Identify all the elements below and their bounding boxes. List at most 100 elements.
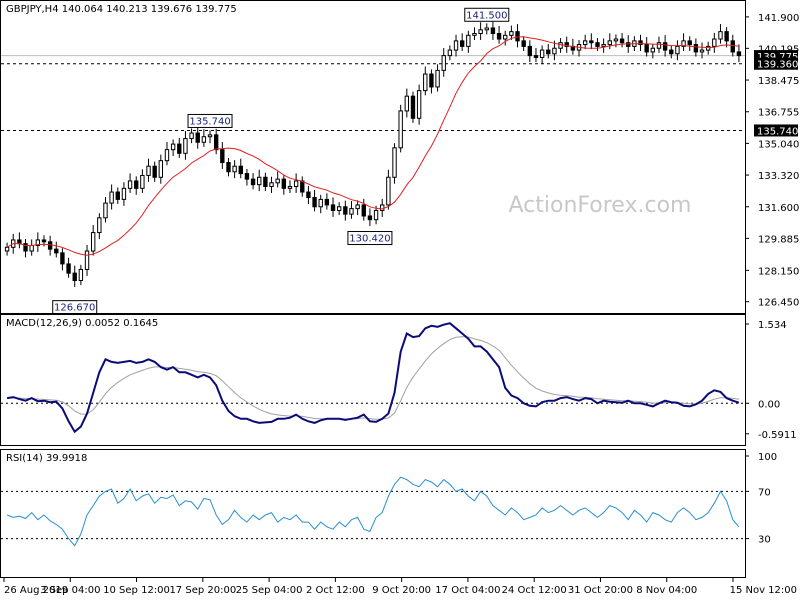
candle-body bbox=[4, 246, 10, 252]
candle-body bbox=[539, 49, 545, 58]
candle-body bbox=[546, 49, 551, 55]
candle-body bbox=[232, 165, 237, 173]
time-tick-label: 24 Oct 12:00 bbox=[502, 585, 567, 596]
price-tick-label: 129.885 bbox=[758, 234, 799, 245]
price-tick-label: 128.150 bbox=[758, 266, 799, 277]
candle-body bbox=[490, 27, 496, 34]
candle-body bbox=[213, 134, 219, 151]
price-callouts: 141.500 135.740 130.420 126.670 bbox=[52, 7, 510, 315]
candle-body bbox=[293, 180, 299, 187]
candle-body bbox=[140, 174, 145, 189]
candle-body bbox=[410, 95, 416, 119]
price-tick-label: 131.600 bbox=[758, 203, 799, 214]
candle-body bbox=[638, 40, 643, 46]
candle-body bbox=[718, 31, 723, 40]
candle-body bbox=[121, 187, 127, 200]
candle-body bbox=[109, 191, 114, 204]
time-tick-label: 26 Aug 2019 bbox=[4, 585, 68, 596]
macd-label: MACD(12,26,9) 0.0052 0.1645 bbox=[6, 318, 158, 329]
price-axis: 141.900 140.195 138.475 136.755 135.040 133.3… bbox=[745, 13, 799, 309]
price-level-lines bbox=[1, 55, 745, 131]
rsi-panel-frame bbox=[0, 449, 746, 578]
callout-label: 126.670 bbox=[54, 303, 95, 314]
candle-body bbox=[312, 197, 317, 208]
candle-body bbox=[386, 176, 391, 206]
price-tag-box bbox=[754, 57, 798, 70]
candle-body bbox=[41, 239, 47, 243]
candle-body bbox=[380, 204, 385, 211]
candle-body bbox=[115, 191, 120, 200]
price-tick-label: 133.320 bbox=[758, 171, 799, 182]
rsi-line bbox=[6, 476, 740, 547]
candle-body bbox=[736, 51, 742, 57]
candle-body bbox=[705, 45, 711, 51]
candle-body bbox=[472, 32, 477, 36]
time-tick-label: 2 Oct 12:00 bbox=[306, 585, 365, 596]
candle-body bbox=[244, 173, 250, 180]
candle-body bbox=[306, 191, 311, 199]
candle-body bbox=[367, 215, 373, 221]
candle-body bbox=[170, 143, 176, 151]
time-tick-label: 25 Sep 04:00 bbox=[236, 585, 303, 596]
price-tick-label: 136.755 bbox=[758, 108, 799, 119]
candle-body bbox=[404, 95, 410, 112]
candle-body bbox=[324, 198, 330, 206]
candle-body bbox=[441, 55, 446, 71]
candle-body bbox=[23, 243, 28, 252]
candle-body bbox=[675, 45, 680, 55]
candle-body bbox=[336, 206, 342, 211]
time-tick-label: 31 Oct 20:00 bbox=[568, 585, 633, 596]
candle-body bbox=[582, 40, 588, 46]
candle-body bbox=[287, 185, 293, 189]
candle-body bbox=[589, 40, 594, 44]
candle-body bbox=[466, 34, 471, 47]
candle-body bbox=[607, 40, 612, 46]
candle-body bbox=[601, 44, 606, 47]
candle-body bbox=[435, 69, 440, 88]
candle-body bbox=[650, 47, 656, 53]
callout-box bbox=[187, 113, 233, 128]
candle-body bbox=[595, 42, 600, 47]
price-panel-frame bbox=[0, 0, 746, 314]
candle-body bbox=[699, 49, 705, 53]
candle-body bbox=[66, 263, 71, 274]
candle-body bbox=[515, 31, 520, 42]
macd-signal-line bbox=[7, 336, 739, 420]
candle-body bbox=[201, 136, 207, 143]
callout-label: 141.500 bbox=[466, 10, 507, 21]
candle-body bbox=[447, 49, 453, 57]
candle-body bbox=[238, 165, 243, 175]
candle-body bbox=[220, 149, 225, 164]
candle-body bbox=[373, 209, 379, 221]
candle-body bbox=[724, 31, 729, 42]
candle-body bbox=[533, 55, 539, 58]
macd-tick-label: 1.534 bbox=[758, 320, 787, 331]
candle-body bbox=[263, 176, 268, 187]
candle-body bbox=[712, 38, 717, 47]
candle-body bbox=[453, 40, 459, 51]
candle-body bbox=[429, 73, 434, 88]
candle-body bbox=[478, 29, 483, 34]
candle-body bbox=[392, 147, 397, 178]
time-tick-label: 8 Nov 04:00 bbox=[636, 585, 697, 596]
candle-body bbox=[669, 49, 674, 55]
candle-body bbox=[183, 138, 188, 154]
candle-body bbox=[423, 73, 428, 92]
moving-average-line bbox=[6, 36, 739, 256]
candle-body bbox=[330, 204, 336, 211]
candle-body bbox=[693, 44, 699, 53]
candle-body bbox=[97, 217, 102, 234]
candle-body bbox=[687, 40, 692, 46]
candle-body bbox=[484, 27, 489, 31]
time-tick-label: 9 Oct 20:00 bbox=[372, 585, 431, 596]
candle-body bbox=[564, 42, 569, 47]
candle-body bbox=[281, 178, 287, 189]
candle-body bbox=[355, 204, 360, 210]
callout-box bbox=[464, 7, 510, 22]
time-tick-label: 17 Sep 20:00 bbox=[169, 585, 236, 596]
symbol-header: GBPJPY,H4 140.064 140.213 139.676 139.77… bbox=[6, 4, 237, 15]
candle-body bbox=[662, 42, 668, 51]
